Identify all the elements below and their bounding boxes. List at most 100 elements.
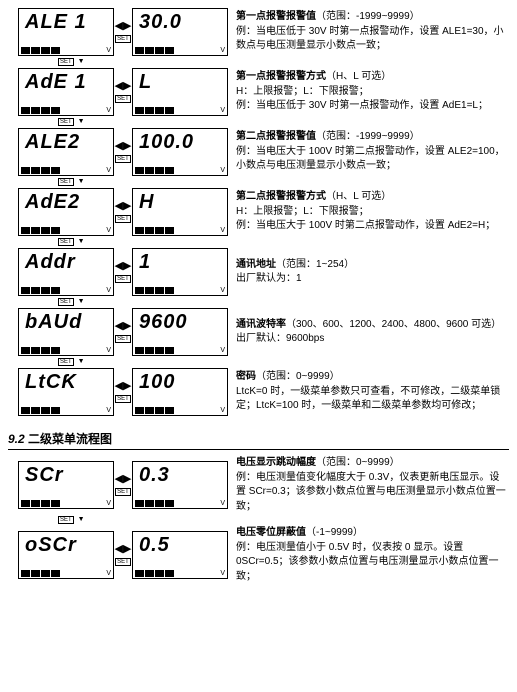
bidir-arrow: ◀▶SET [114,201,132,223]
lcd-button [21,407,30,414]
lcd-indicator: V [106,167,111,174]
lcd-buttons [21,47,60,54]
lcd-button [145,407,154,414]
lcd-buttons [21,167,60,174]
lcd-button [165,347,174,354]
lcd-value: 0.3 [133,462,227,487]
lcd-button [31,227,40,234]
set-label: SET [115,558,131,566]
lcd-indicator: V [220,227,225,234]
lcd-button [41,227,50,234]
lcd-button [51,287,60,294]
menu-row: bAUdV◀▶SET9600V通讯波特率（300、600、1200、2400、4… [18,308,509,356]
lcd-value: ALE2 [19,129,113,154]
lcd-panel: 0.3 V [132,461,228,509]
display-pair: oSCrV◀▶SET0.5V [18,531,228,579]
lcd-panel: ALE2 V [18,128,114,176]
set-label: SET [115,35,131,43]
lcd-button [31,287,40,294]
set-label: SET [115,95,131,103]
lcd-panel: ALE 1V [18,8,114,56]
lcd-bottom-row: V [133,500,227,508]
display-pair: LtCƘV◀▶SET100V [18,368,228,416]
lcd-buttons [21,287,60,294]
lcd-button [145,167,154,174]
lcd-button [21,500,30,507]
lcd-button [41,570,50,577]
down-connector: SET ▼ [18,516,509,524]
lcd-buttons [135,167,174,174]
lcd-button [155,107,164,114]
lcd-button [51,227,60,234]
set-label: SET [58,516,74,524]
lcd-button [165,47,174,54]
lcd-panel: AdE2V [18,188,114,236]
set-label: SET [115,155,131,163]
lcd-button [51,47,60,54]
lcd-button [135,107,144,114]
lcd-indicator: V [106,570,111,577]
lcd-buttons [135,287,174,294]
param-title: 通讯地址 [236,259,276,270]
lcd-indicator: V [106,500,111,507]
lcd-button [135,287,144,294]
section-1-wrap: ALE 1V◀▶SET30.0V第一点报警报警值（范围：-1999~9999）例… [8,8,509,416]
lcd-buttons [135,500,174,507]
lcd-button [41,407,50,414]
down-connector: SET ▼ [18,298,509,306]
row-description: 通讯地址（范围：1~254）出厂默认为：1 [236,258,509,287]
param-title: 第二点报警报警值 [236,131,316,142]
lcd-button [31,570,40,577]
param-title: 通讯波特率 [236,319,286,330]
lcd-bottom-row: V [19,287,113,295]
bidir-arrow: ◀▶SET [114,261,132,283]
display-pair: bAUdV◀▶SET9600V [18,308,228,356]
lcd-button [41,347,50,354]
lcd-panel: LV [132,68,228,116]
lcd-indicator: V [106,47,111,54]
lcd-value: 30.0 [133,9,227,34]
lcd-value: 9600 [133,309,227,334]
bidir-arrow: ◀▶SET [114,381,132,403]
down-connector: SET ▼ [18,178,509,186]
lcd-button [21,47,30,54]
lcd-panel: SCrV [18,461,114,509]
menu-row: SCrV◀▶SET0.3V电压显示跳动幅度（范围：0~9999）例：电压测量值变… [18,456,509,514]
lcd-buttons [21,570,60,577]
lcd-button [145,570,154,577]
set-label: SET [115,335,131,343]
bidir-arrow: ◀▶SET [114,81,132,103]
lcd-panel: 30.0 V [132,8,228,56]
lcd-button [145,287,154,294]
lcd-button [51,570,60,577]
lcd-buttons [135,407,174,414]
lcd-bottom-row: V [133,107,227,115]
lcd-value: 1 [133,249,227,274]
lcd-buttons [135,47,174,54]
set-label: SET [115,275,131,283]
lcd-bottom-row: V [133,347,227,355]
lcd-button [21,227,30,234]
set-label: SET [58,238,74,246]
lcd-button [155,500,164,507]
lcd-button [145,227,154,234]
lcd-panel: 100V [132,368,228,416]
lcd-indicator: V [220,570,225,577]
down-connector: SET ▼ [18,238,509,246]
lcd-buttons [21,347,60,354]
lcd-button [31,167,40,174]
display-pair: AdE2V◀▶SETHV [18,188,228,236]
lcd-panel: Addr V [18,248,114,296]
lcd-button [41,107,50,114]
bidir-arrow: ◀▶SET [114,474,132,496]
lcd-indicator: V [220,407,225,414]
lcd-bottom-row: V [19,347,113,355]
lcd-button [135,500,144,507]
lcd-buttons [135,347,174,354]
lcd-value: Addr [19,249,113,274]
lcd-button [21,287,30,294]
lcd-value: L [133,69,227,94]
param-title: 密码 [236,371,256,382]
lcd-button [135,570,144,577]
lcd-indicator: V [220,47,225,54]
